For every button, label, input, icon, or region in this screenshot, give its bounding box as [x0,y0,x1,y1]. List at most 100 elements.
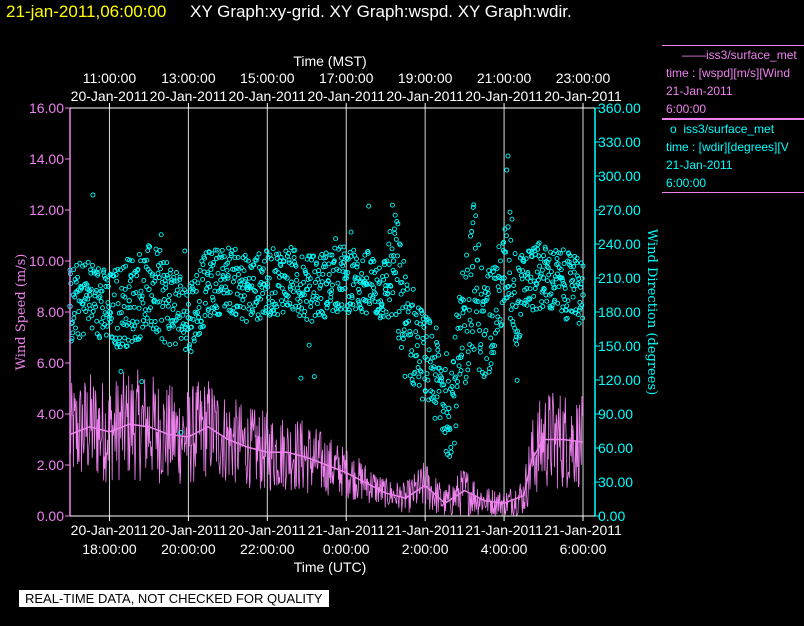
wdir-sample-point [147,244,153,250]
wdir-sample-point [517,267,522,273]
wdir-sample-point [490,342,496,348]
wdir-sample-point [410,286,416,292]
wdir-sample-point [138,296,144,302]
wdir-sample-point [219,247,225,253]
wdir-sample-point [89,325,95,331]
wdir-sample-point [123,316,129,322]
wdir-sample-point [132,323,138,329]
wdir-sample-point [281,259,287,265]
wdir-sample-point [421,340,427,346]
wdir-sample-point [155,270,161,276]
wdir-sample-point [576,320,582,326]
wdir-sample-point [140,324,146,330]
wdir-sample-point [322,314,328,320]
wdir-sample-point [213,256,219,261]
wdir-sample-point [550,279,556,285]
wdir-sample-point [436,388,442,394]
wdir-sample-point [176,315,182,321]
wdir-sample-point [261,282,267,287]
wdir-sample-point [320,271,326,277]
wdir-sample-point [240,297,246,303]
wdir-sample-point [141,277,147,283]
wdir-sample-point [409,377,415,383]
wdir-sample-point [294,277,299,283]
wdir-sample-point [178,283,183,289]
wdir-sample-point [274,256,280,261]
wdir-sample-point [441,382,447,388]
wdir-sample-point [400,305,406,311]
wdir-sample-point [541,286,547,292]
wdir-sample-point [397,241,402,247]
wdir-sample-point [299,305,305,311]
wdir-sample-point [401,327,407,333]
wdir-sample-point [307,276,313,282]
wdir-sample-point [527,286,533,292]
wdir-sample-point [386,262,392,267]
wdir-sample-point [494,327,500,333]
wdir-sample-point [125,305,131,311]
wdir-sample-point [282,274,288,280]
wdir-sample-point [481,308,487,314]
wdir-sample-point [182,324,188,330]
wdir-sample-point [207,313,213,319]
wdir-sample-point [149,293,155,299]
x-bottom-tick-time: 22:00:00 [240,541,295,557]
wdir-sample-point [472,288,477,294]
wdir-sample-point [200,323,206,329]
wdir-sample-point [200,262,206,268]
x-top-tick-date: 20-Jan-2011 [386,88,464,104]
wdir-sample-point [290,282,296,288]
wdir-sample-point [426,347,432,353]
wdir-sample-point [365,250,371,256]
wdir-sample-point [230,279,236,285]
x-bottom-tick-date: 21-Jan-2011 [307,522,385,538]
wdir-sample-point [264,275,270,281]
wdir-sample-point [537,263,543,269]
wdir-sample-point [355,275,361,281]
x-top-tick-time: 17:00:00 [319,70,374,86]
wdir-sample-point [174,287,180,293]
wdir-sample-point [129,258,135,264]
wdir-sample-point [90,308,96,314]
wdir-sample-point [346,309,352,315]
wdir-sample-point [466,307,472,313]
wdir-sample-point [354,256,359,262]
wdir-sample-point [187,342,193,348]
wdir-sample-point [278,255,284,260]
wdir-sample-point [524,286,530,291]
wdir-sample-point [406,318,412,324]
wdir-sample-point [494,266,500,271]
wdir-sample-point [455,379,460,385]
x-bottom-tick-date: 20-Jan-2011 [150,522,228,538]
legend-wdir-date: 21-Jan-2011 [666,158,733,172]
wdir-sample-point [229,310,235,316]
wdir-sample-point [211,260,217,265]
wdir-sample-point [388,253,394,259]
wdir-sample-point [571,264,576,269]
wdir-sample-point [482,371,488,377]
y-right-tick-label: 150.00 [598,338,641,354]
wdir-sample-point [154,251,160,257]
wdir-sample-point [526,248,531,254]
wdir-sample-point [250,309,256,315]
wdir-sample-point [510,319,516,324]
wdir-sample-point [96,295,102,301]
wdir-sample-point [346,294,352,299]
wdir-sample-point [238,281,243,287]
wdir-sample-point [298,282,303,288]
wdir-sample-point [431,364,437,370]
wdir-sample-point [417,359,423,365]
wdir-sample-point [228,251,234,257]
wind-speed-series [69,369,584,517]
wdir-sample-point [371,285,376,291]
wdir-sample-point [492,343,498,349]
wdir-sample-point [114,278,120,284]
wdir-sample-point [207,284,213,290]
wdir-sample-point [280,309,286,315]
wdir-sample-point [293,303,299,309]
wdir-sample-point [341,251,347,257]
wdir-sample-point [202,300,208,306]
wdir-sample-point [470,204,476,210]
wdir-sample-point [271,307,277,313]
wdir-sample-point [561,293,567,299]
